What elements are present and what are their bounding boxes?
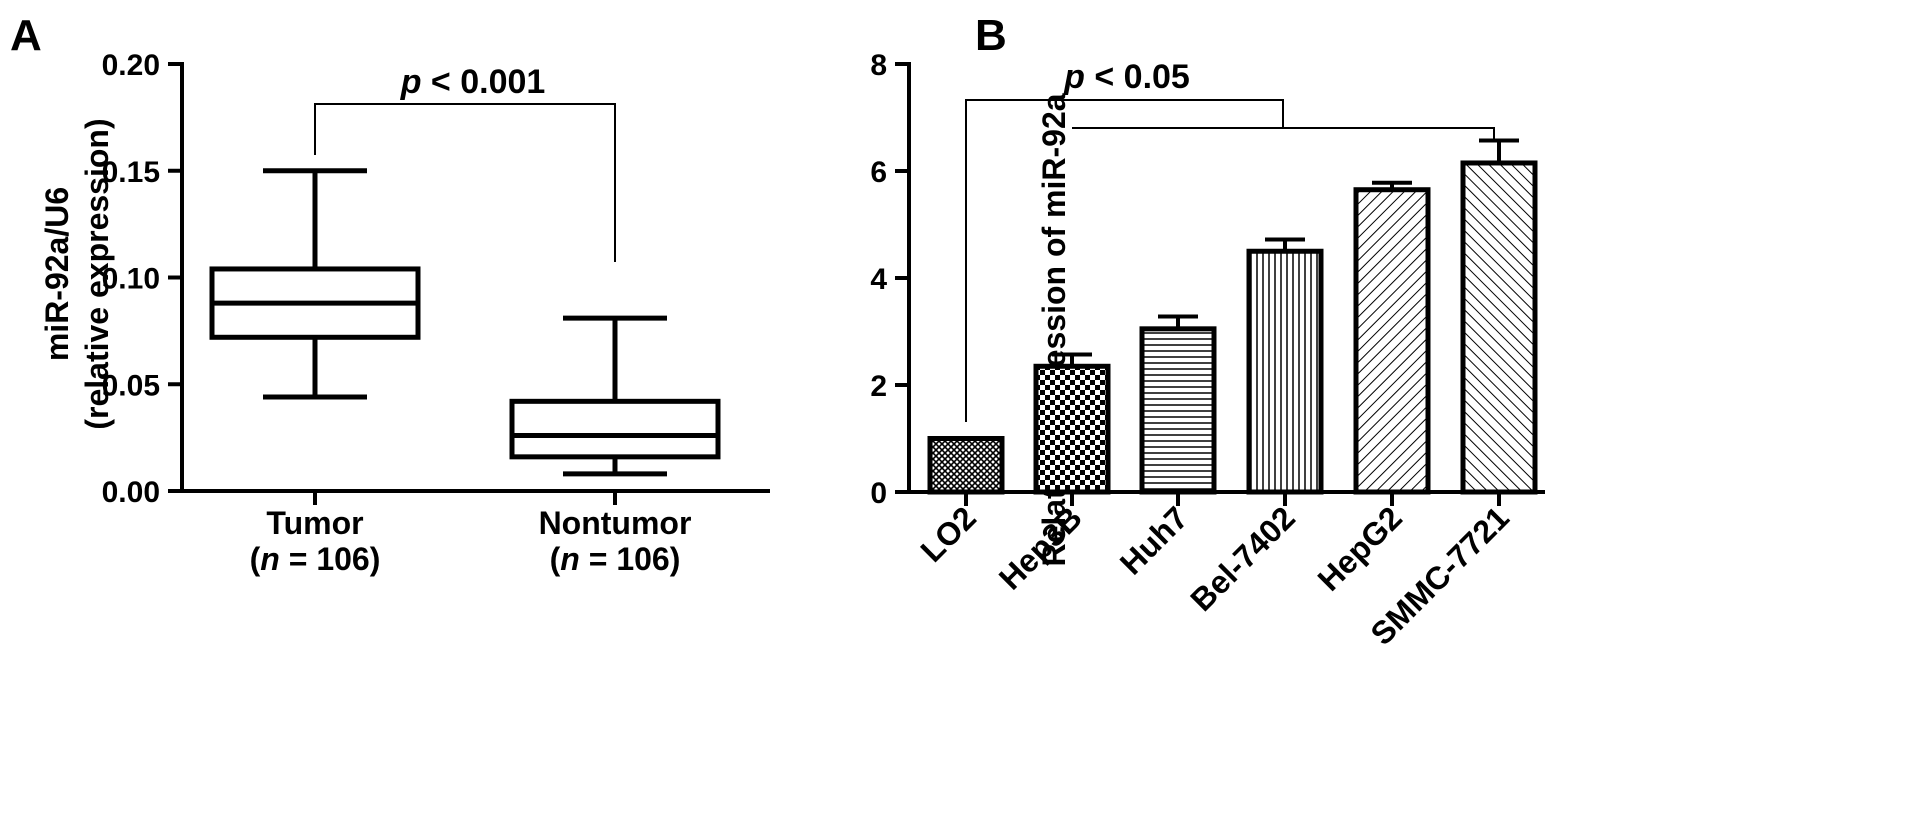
panel-a: A miR-92a/U6 (relative expression) 0.000… — [10, 11, 770, 577]
panel-b-significance-span — [1072, 127, 1495, 140]
panel-a-significance-label-part-0: p — [400, 63, 422, 101]
panel-a-group-label: Tumor — [266, 505, 363, 541]
panel-b-ytick-label: 4 — [870, 263, 887, 296]
panel-a-significance-label: p < 0.001 — [400, 63, 546, 101]
bar-huh7 — [1139, 326, 1217, 495]
panel-b-letter: B — [975, 11, 1007, 60]
panel-a-group-n-label: (n = 106) — [250, 541, 381, 577]
bar-bel-7402 — [1246, 248, 1324, 495]
panel-b-category-label: HepG2 — [1311, 499, 1409, 597]
panel-a-group-n-label-part-2: = 106) — [580, 541, 681, 577]
panel-b-category-label: Bel-7402 — [1183, 499, 1302, 618]
panel-a-group-n-label-part-0: ( — [250, 541, 261, 577]
panel-b-ytick-label: 8 — [870, 49, 887, 82]
panel-b-category-label: LO2 — [913, 499, 982, 568]
panel-b-ytick-label: 6 — [870, 156, 887, 189]
panel-a-group-label: Nontumor — [539, 505, 692, 541]
panel-a-group-n-label: (n = 106) — [550, 541, 681, 577]
panel-a-group-n-label-part-1: n — [560, 541, 580, 577]
panel-a-ytick-label: 0.05 — [102, 369, 160, 402]
panel-a-group-n-label-part-0: ( — [550, 541, 561, 577]
panel-b-significance-label: p < 0.05 — [1063, 58, 1190, 96]
panel-a-ytick-label: 0.00 — [102, 476, 160, 509]
panel-b-ytick-label: 2 — [870, 370, 887, 403]
bar-hepg2 — [1353, 187, 1431, 495]
panel-a-ytick-label: 0.20 — [102, 49, 160, 82]
panel-b-significance-bracket — [965, 99, 1284, 422]
panel-a-significance-label-part-1: < 0.001 — [421, 63, 545, 101]
panel-a-ylabel-line2: (relative expression) — [79, 118, 115, 429]
panel-b-axes: 0 2 4 6 8 — [870, 49, 1545, 510]
panel-a-group-n-label-part-2: = 106) — [280, 541, 381, 577]
panel-a-axes: 0.00 0.05 0.10 0.15 0.20 — [102, 49, 770, 509]
panel-b: B Relative expression of miR-92a 0 2 4 6 8 L… — [870, 11, 1545, 652]
panel-b-significance-label-part-1: < 0.05 — [1085, 58, 1190, 96]
panel-a-letter: A — [10, 11, 42, 60]
bar-hep3b — [1033, 363, 1111, 495]
panel-a-significance-bracket — [314, 103, 616, 262]
panel-b-ylabel: Relative expression of miR-92a — [1036, 93, 1072, 566]
bar-smmc-7721 — [1460, 160, 1538, 495]
panel-b-significance-label-part-0: p — [1063, 58, 1085, 96]
panel-a-significance: p < 0.001 — [314, 63, 616, 262]
bar-lo2 — [927, 436, 1005, 495]
panel-b-ytick-label: 0 — [870, 477, 887, 510]
panel-a-ytick-label: 0.15 — [102, 156, 160, 189]
panel-a-group-n-label-part-1: n — [260, 541, 280, 577]
panel-a-ytick-label: 0.10 — [102, 263, 160, 296]
panel-b-category-label: Huh7 — [1113, 499, 1195, 581]
panel-a-boxes: Tumor(n = 106)Nontumor(n = 106) — [209, 168, 721, 577]
box-body — [509, 398, 721, 460]
panel-a-ylabel-line1: miR-92a/U6 — [39, 187, 75, 361]
panel-b-significance: p < 0.05 — [965, 58, 1495, 422]
